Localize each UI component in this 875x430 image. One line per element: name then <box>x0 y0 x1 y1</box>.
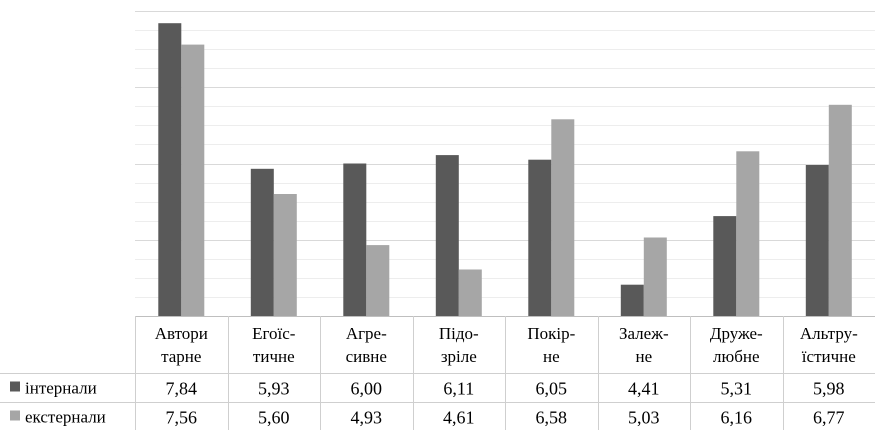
legend-label: екстернали <box>25 408 106 427</box>
data-label: 6,00 <box>351 379 383 399</box>
bar <box>805 165 829 316</box>
legend-swatch <box>10 381 20 392</box>
bar <box>158 23 182 316</box>
bar <box>273 194 297 316</box>
legend-label: інтернали <box>25 379 97 398</box>
bar <box>551 119 575 316</box>
bar <box>828 104 852 316</box>
category-label: Альтру- <box>800 324 858 343</box>
data-label: 6,77 <box>813 408 845 428</box>
category-label: не <box>635 347 652 366</box>
data-label: 7,56 <box>166 408 198 428</box>
bar <box>181 44 205 316</box>
data-label: 6,05 <box>536 379 568 399</box>
category-label: Егоїс- <box>252 324 296 343</box>
data-label: 7,84 <box>166 379 198 399</box>
legend-swatch <box>10 410 20 421</box>
category-label: не <box>543 347 560 366</box>
bar <box>713 216 737 316</box>
data-label: 6,58 <box>536 408 568 428</box>
bar <box>458 269 482 316</box>
data-label: 6,11 <box>443 379 474 399</box>
category-label: Покір- <box>527 324 575 343</box>
category-label: Автори <box>155 324 208 343</box>
bar <box>643 237 667 316</box>
data-label: 5,03 <box>628 408 660 428</box>
data-label: 4,93 <box>351 408 383 428</box>
bar <box>250 168 274 316</box>
data-label: 5,60 <box>258 408 290 428</box>
bar <box>528 159 552 316</box>
category-label: сивне <box>346 347 387 366</box>
data-label: 4,61 <box>443 408 475 428</box>
category-label: тичне <box>253 347 295 366</box>
category-label: тарне <box>161 347 201 366</box>
data-label: 6,16 <box>721 408 753 428</box>
data-label: 4,41 <box>628 379 660 399</box>
bar <box>343 163 367 316</box>
category-label: любне <box>713 347 759 366</box>
data-label: 5,93 <box>258 379 290 399</box>
data-label: 5,98 <box>813 379 845 399</box>
category-label: Агре- <box>346 324 387 343</box>
category-label: їстичне <box>802 347 856 366</box>
bar <box>736 151 760 316</box>
data-label: 5,31 <box>721 379 753 399</box>
category-label: Залеж- <box>619 324 669 343</box>
bar <box>366 245 390 316</box>
category-label: зріле <box>441 347 477 366</box>
category-label: Підо- <box>439 324 479 343</box>
bar <box>435 155 459 316</box>
bar <box>620 284 644 316</box>
category-label: Друже- <box>710 324 763 343</box>
